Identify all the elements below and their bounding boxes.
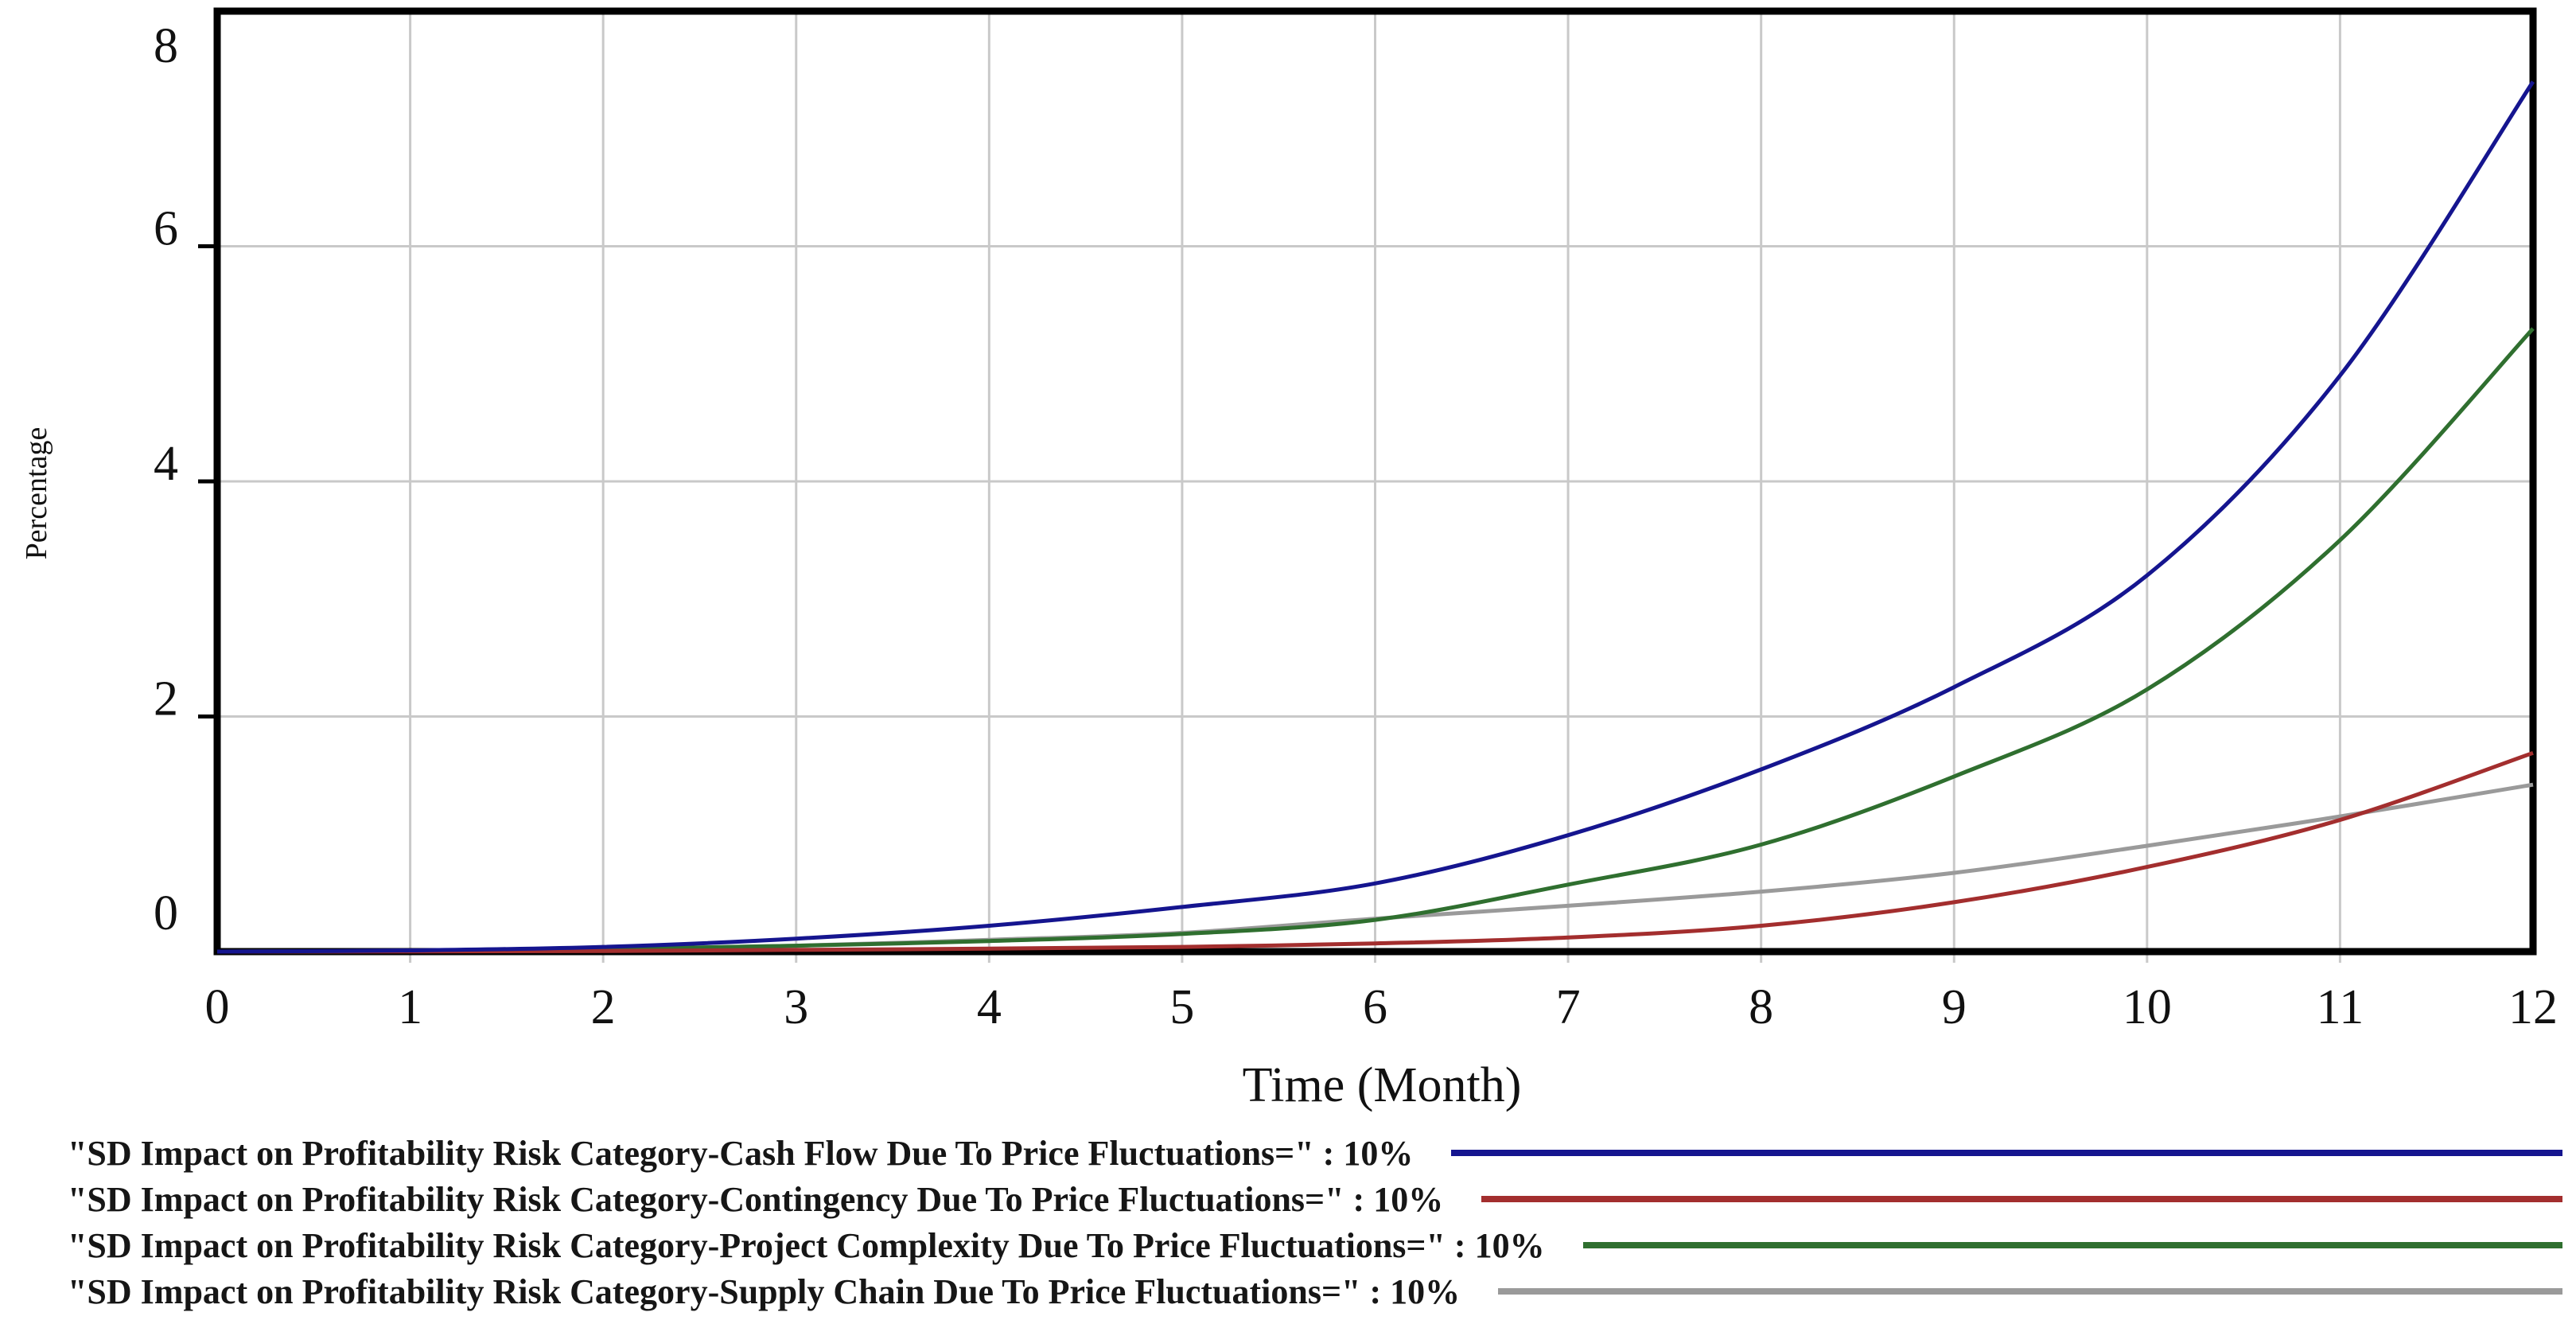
y-tick-label-8: 8: [154, 19, 178, 73]
y-tick-label-4: 4: [154, 437, 178, 491]
x-tick-label-5: 5: [1169, 980, 1194, 1034]
x-tick-label-10: 10: [2123, 980, 2172, 1034]
x-tick-label-3: 3: [784, 980, 808, 1034]
x-tick-label-11: 11: [2317, 980, 2364, 1034]
y-tick-label-2: 2: [154, 672, 178, 726]
legend-row-contingency: "SD Impact on Profitability Risk Categor…: [68, 1178, 2562, 1220]
legend-line-supply-chain: [1498, 1288, 2562, 1295]
plot-frame: [213, 7, 2537, 956]
legend-line-project-complexity: [1582, 1242, 2562, 1248]
legend-row-project-complexity: "SD Impact on Profitability Risk Categor…: [68, 1225, 2562, 1266]
legend-row-supply-chain: "SD Impact on Profitability Risk Categor…: [68, 1271, 2562, 1312]
x-tick-label-2: 2: [591, 980, 616, 1034]
legend-line-cash-flow: [1451, 1150, 2562, 1156]
legend-label-cash-flow: "SD Impact on Profitability Risk Categor…: [68, 1133, 1414, 1173]
x-tick-label-7: 7: [1556, 980, 1581, 1034]
x-tick-label-12: 12: [2508, 980, 2558, 1034]
curve-0: [216, 80, 2535, 954]
y-axis-title: Percentage: [20, 427, 53, 560]
legend-label-contingency: "SD Impact on Profitability Risk Categor…: [68, 1179, 1444, 1219]
data-curves: [216, 80, 2535, 954]
legend-line-contingency: [1481, 1196, 2562, 1202]
legend-row-cash-flow: "SD Impact on Profitability Risk Categor…: [68, 1132, 2562, 1174]
x-axis-title: Time (Month): [1243, 1058, 1522, 1112]
y-tick-label-6: 6: [154, 202, 178, 256]
legend-label-supply-chain: "SD Impact on Profitability Risk Categor…: [68, 1271, 1461, 1311]
x-tick-label-6: 6: [1363, 980, 1387, 1034]
legend-label-project-complexity: "SD Impact on Profitability Risk Categor…: [68, 1225, 1545, 1265]
curve-1: [216, 750, 2534, 954]
x-tick-label-8: 8: [1749, 980, 1773, 1034]
x-tick-label-9: 9: [1942, 980, 1967, 1034]
gridlines: [198, 11, 2533, 963]
x-tick-label-1: 1: [398, 980, 422, 1034]
y-tick-label-0: 0: [154, 886, 178, 940]
x-tick-label-4: 4: [977, 980, 1002, 1034]
x-tick-label-0: 0: [205, 980, 230, 1034]
